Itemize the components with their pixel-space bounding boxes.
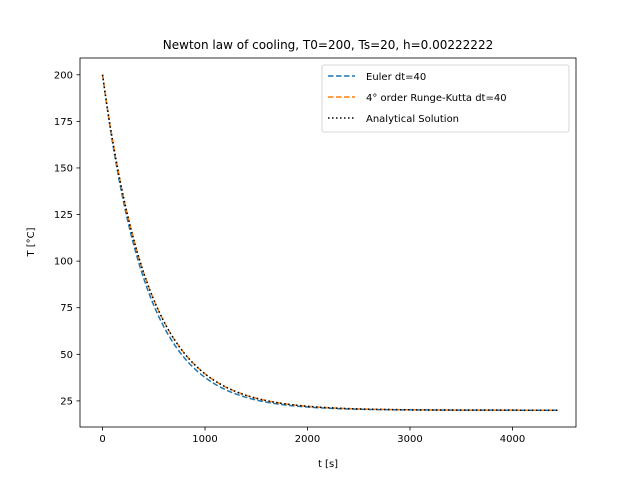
y-tick-label: 100 xyxy=(54,257,73,268)
chart-title: Newton law of cooling, T0=200, Ts=20, h=… xyxy=(163,38,493,52)
x-tick-label: 0 xyxy=(99,434,105,445)
y-tick-label: 50 xyxy=(60,350,73,361)
y-axis-label: T [°C] xyxy=(26,227,37,257)
y-tick-label: 175 xyxy=(54,117,73,128)
y-axis: 25 50 75 100 125 150 175 200 xyxy=(54,70,80,407)
x-tick-label: 3000 xyxy=(397,434,422,445)
y-tick-label: 200 xyxy=(54,70,73,81)
legend-label-euler: Euler dt=40 xyxy=(366,72,426,83)
plot-frame xyxy=(79,57,577,428)
legend-label-analytical: Analytical Solution xyxy=(366,114,459,125)
y-tick-label: 75 xyxy=(60,303,73,314)
legend-frame xyxy=(321,64,570,133)
y-tick-label: 125 xyxy=(54,210,73,221)
legend-label-rk4: 4° order Runge-Kutta dt=40 xyxy=(366,93,507,104)
x-tick-label: 2000 xyxy=(295,434,320,445)
series-layer xyxy=(101,74,558,411)
x-axis-label: t [s] xyxy=(318,459,338,470)
series-line-euler xyxy=(101,74,558,411)
y-tick-label: 150 xyxy=(54,163,73,174)
y-tick-label: 25 xyxy=(60,396,73,407)
x-tick-label: 1000 xyxy=(192,434,217,445)
x-axis: 0 1000 2000 3000 4000 xyxy=(99,427,525,445)
plot-area xyxy=(101,74,558,411)
legend: Euler dt=40 4° order Runge-Kutta dt=40 A… xyxy=(321,64,570,133)
x-tick-label: 4000 xyxy=(500,434,525,445)
series-line-rk4 xyxy=(101,74,558,411)
